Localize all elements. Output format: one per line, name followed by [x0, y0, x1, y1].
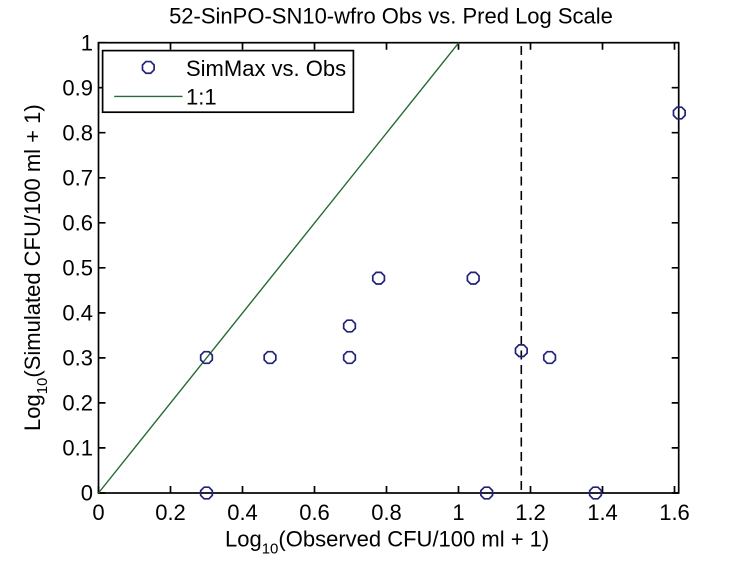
svg-text:0.6: 0.6 — [299, 500, 330, 525]
svg-text:0.4: 0.4 — [227, 500, 258, 525]
svg-text:1.6: 1.6 — [659, 500, 690, 525]
svg-text:0.9: 0.9 — [62, 75, 93, 100]
svg-text:0.6: 0.6 — [62, 210, 93, 235]
svg-text:0: 0 — [92, 500, 104, 525]
svg-text:52-SinPO-SN10-wfro Obs vs. Pre: 52-SinPO-SN10-wfro Obs vs. Pred Log Scal… — [169, 4, 613, 29]
svg-text:0.2: 0.2 — [155, 500, 186, 525]
svg-text:0.3: 0.3 — [62, 346, 93, 371]
svg-text:1: 1 — [452, 500, 464, 525]
svg-text:0.1: 0.1 — [62, 436, 93, 461]
svg-text:0.5: 0.5 — [62, 255, 93, 280]
svg-text:1: 1 — [81, 30, 93, 55]
svg-text:1.2: 1.2 — [515, 500, 546, 525]
svg-text:0.2: 0.2 — [62, 391, 93, 416]
svg-text:1:1: 1:1 — [186, 85, 217, 110]
svg-text:0.4: 0.4 — [62, 301, 93, 326]
svg-text:0: 0 — [81, 481, 93, 506]
svg-text:0.8: 0.8 — [371, 500, 402, 525]
svg-text:SimMax vs. Obs: SimMax vs. Obs — [186, 56, 346, 81]
svg-text:1.4: 1.4 — [587, 500, 618, 525]
svg-text:0.7: 0.7 — [62, 165, 93, 190]
svg-text:0.8: 0.8 — [62, 120, 93, 145]
